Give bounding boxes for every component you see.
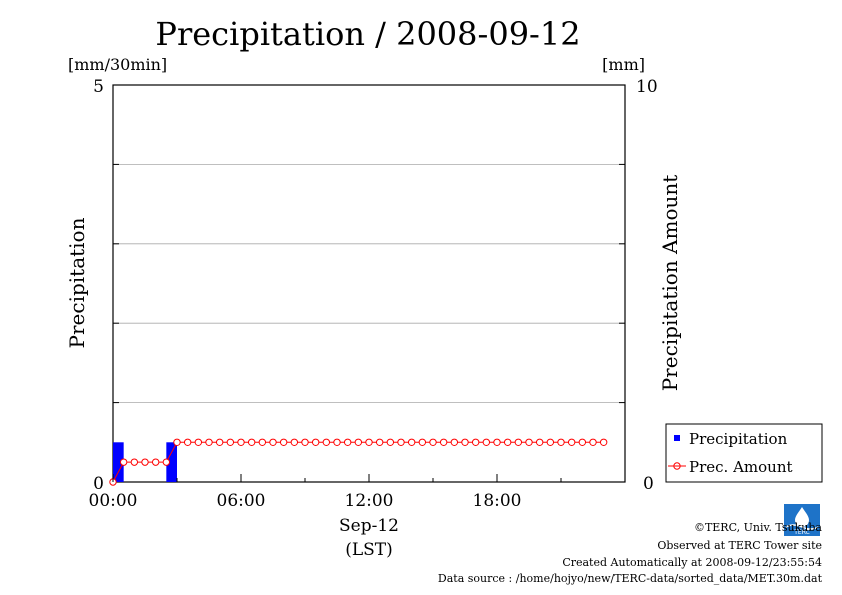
- grid-lines: [113, 84, 625, 483]
- precipitation-bar: [166, 442, 177, 482]
- legend-box: [665, 423, 823, 483]
- prec-amount-point: [141, 458, 149, 466]
- x-axis-ticks: 00:00 06:00 12:00 18:00: [89, 474, 626, 511]
- right-tick-bottom: 0: [643, 474, 654, 494]
- right-axis-unit: [mm]: [602, 55, 645, 74]
- credit-observed: Observed at TERC Tower site: [657, 539, 822, 552]
- terc-logo: TERC: [784, 504, 820, 536]
- prec-amount-point: [354, 438, 363, 446]
- prec-amount-point: [450, 438, 459, 446]
- prec-amount-point: [258, 438, 267, 446]
- prec-amount-point: [503, 438, 512, 446]
- prec-amount-point: [173, 438, 181, 446]
- prec-amount-point: [482, 438, 491, 446]
- precipitation-bars: [113, 442, 177, 482]
- left-axis-unit: [mm/30min]: [68, 55, 167, 74]
- water-drop-icon: [795, 507, 809, 527]
- prec-amount-point: [546, 438, 555, 446]
- x-timezone-label: (LST): [345, 540, 393, 560]
- precipitation-bar: [113, 442, 124, 482]
- prec-amount-point: [183, 438, 192, 446]
- prec-amount-point: [343, 438, 352, 446]
- prec-amount-point: [493, 438, 501, 446]
- prec-amount-point: [439, 438, 448, 446]
- x-tick-label: 12:00: [345, 491, 394, 511]
- prec-amount-point: [119, 458, 128, 466]
- prec-amount-point: [194, 438, 203, 446]
- prec-amount-point: [269, 438, 277, 446]
- prec-amount-point: [535, 438, 544, 446]
- prec-amount-point: [279, 438, 288, 446]
- prec-amount-point: [578, 438, 587, 446]
- prec-amount-point: [461, 438, 469, 446]
- prec-amount-point: [418, 438, 427, 446]
- prec-amount-point: [130, 458, 139, 466]
- left-tick-bottom: 0: [93, 474, 104, 494]
- prec-amount-polyline: [112, 441, 604, 483]
- left-axis-title: Precipitation: [65, 217, 89, 348]
- credit-created: Created Automatically at 2008-09-12/23:5…: [562, 556, 822, 569]
- prec-amount-point: [514, 438, 523, 446]
- prec-amount-point: [365, 438, 373, 446]
- prec-amount-point: [471, 438, 480, 446]
- wave-icon: [785, 524, 819, 530]
- credit-source: Data source : /home/hojyo/new/TERC-data/…: [438, 572, 823, 585]
- right-tick-top: 10: [636, 77, 658, 97]
- legend-amount-marker: [673, 462, 681, 470]
- prec-amount-point: [247, 438, 256, 446]
- x-tick-label: 18:00: [473, 491, 522, 511]
- x-tick-label: 00:00: [89, 491, 138, 511]
- prec-amount-point: [599, 438, 608, 446]
- chart-title: Precipitation / 2008-09-12: [155, 15, 580, 53]
- credit-copyright: ©TERC, Univ. Tsukuba: [694, 521, 822, 534]
- prec-amount-point: [162, 458, 171, 466]
- plot-frame: [112, 84, 626, 483]
- prec-amount-point: [215, 438, 224, 446]
- prec-amount-point: [290, 438, 299, 446]
- prec-amount-point: [429, 438, 437, 446]
- prec-amount-point: [525, 438, 533, 446]
- prec-amount-point: [226, 438, 235, 446]
- prec-amount-point: [333, 438, 341, 446]
- legend-precip-swatch: [674, 435, 680, 441]
- prec-amount-point: [205, 438, 213, 446]
- legend-amount-label: Prec. Amount: [689, 458, 793, 476]
- prec-amount-point: [397, 438, 405, 446]
- prec-amount-point: [375, 438, 384, 446]
- prec-amount-point: [322, 438, 331, 446]
- prec-amount-point: [407, 438, 416, 446]
- prec-amount-point: [557, 438, 565, 446]
- prec-amount-line: [109, 438, 608, 486]
- terc-logo-text: TERC: [793, 529, 810, 536]
- prec-amount-point: [567, 438, 576, 446]
- prec-amount-point: [311, 438, 320, 446]
- right-axis-title: Precipitation Amount: [658, 175, 682, 392]
- prec-amount-point: [589, 438, 597, 446]
- prec-amount-point: [151, 458, 160, 466]
- legend: Precipitation Prec. Amount: [665, 423, 823, 483]
- x-tick-label: 06:00: [217, 491, 266, 511]
- prec-amount-point: [386, 438, 395, 446]
- legend-precip-label: Precipitation: [689, 430, 788, 448]
- prec-amount-point: [301, 438, 309, 446]
- left-tick-top: 5: [93, 77, 104, 97]
- prec-amount-point: [237, 438, 245, 446]
- x-date-label: Sep-12: [339, 516, 399, 536]
